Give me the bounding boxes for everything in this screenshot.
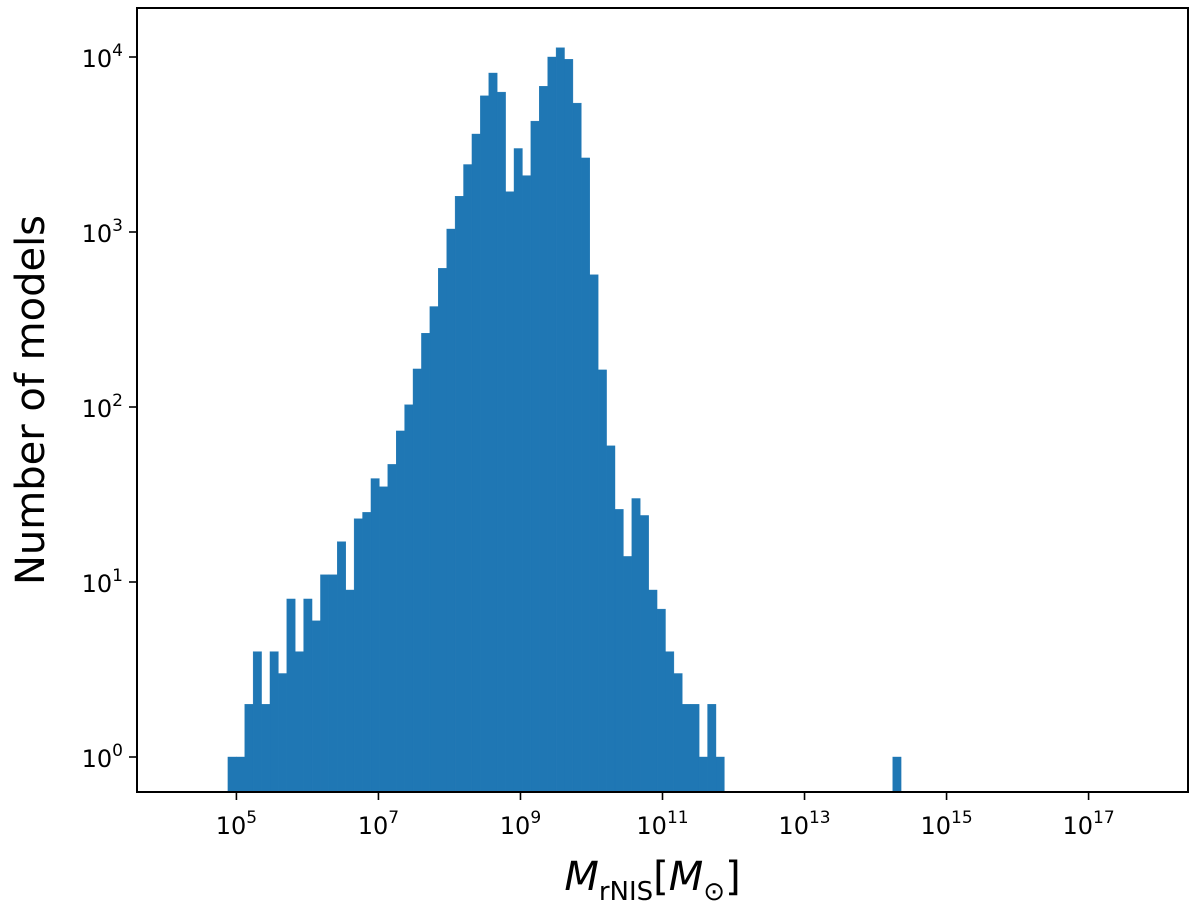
histogram-bar: [496, 91, 506, 793]
histogram-bar: [362, 512, 372, 793]
histogram-bar: [328, 574, 338, 793]
histogram-bar: [278, 673, 288, 793]
y-tick-label: 104: [82, 41, 123, 73]
x-label-unit-subscript: ⊙: [703, 877, 725, 904]
y-tick-label: 100: [82, 741, 123, 773]
histogram-bar: [572, 102, 582, 793]
histogram-bar: [295, 651, 304, 793]
x-axis-label: MrNIS[M⊙]: [564, 854, 740, 904]
histogram-bar: [480, 95, 489, 793]
y-axis-label: Number of models: [8, 215, 54, 585]
x-axis-ticks: 105 107 109 1011 1013 1015 1017: [216, 792, 1115, 840]
histogram-bar: [530, 120, 540, 793]
histogram-bar: [648, 589, 658, 793]
histogram-bar: [597, 369, 607, 793]
histogram-bar: [471, 133, 481, 793]
histogram-bar: [446, 228, 456, 793]
histogram-bar: [269, 651, 279, 793]
histogram-bar: [303, 598, 313, 793]
histogram-bar: [311, 620, 321, 793]
histogram-bar: [463, 164, 473, 793]
histogram-bar: [564, 59, 574, 793]
histogram-bar: [555, 47, 565, 793]
histogram-bar: [429, 306, 439, 793]
histogram-bar: [631, 498, 641, 793]
histogram-bar: [589, 274, 599, 793]
histogram-bar: [404, 404, 414, 793]
histogram-bar: [892, 756, 902, 793]
histogram-bar: [261, 704, 271, 793]
histogram-bar: [412, 368, 422, 793]
histogram-bar: [454, 196, 464, 793]
histogram-bar: [665, 651, 675, 793]
histogram-bar: [236, 756, 245, 793]
histogram-bar: [252, 651, 262, 793]
histogram-bar: [581, 157, 590, 793]
histogram-bar: [227, 756, 237, 793]
x-tick-label: 1017: [1062, 808, 1114, 840]
x-label-symbol: M: [564, 854, 599, 900]
y-axis-ticks: 100 101 102 103 104: [82, 41, 137, 773]
histogram-bar: [488, 72, 498, 793]
histogram-bar: [640, 515, 649, 793]
x-tick-label: 109: [500, 808, 541, 840]
x-label-unit-symbol: M: [669, 854, 704, 900]
histogram-bar: [513, 148, 523, 793]
histogram-bar: [656, 608, 666, 793]
histogram-bar: [345, 589, 355, 793]
bars-group: [227, 47, 902, 793]
histogram-bar: [353, 518, 363, 793]
histogram-bar: [379, 486, 388, 793]
x-tick-label: 107: [358, 808, 399, 840]
histogram-bar: [682, 704, 691, 793]
histogram-bar: [623, 556, 633, 793]
histogram-bar: [320, 574, 330, 793]
histogram-bar: [614, 509, 624, 793]
x-label-close-bracket: ]: [725, 854, 741, 900]
histogram-bar: [715, 756, 725, 793]
histogram-bar: [286, 598, 296, 793]
y-tick-label: 102: [82, 391, 123, 423]
histogram-bar: [547, 56, 557, 793]
histogram-bar: [337, 541, 346, 793]
histogram-bar: [387, 464, 397, 793]
histogram-bar: [690, 704, 700, 793]
histogram-bar: [707, 704, 717, 793]
histogram-bar: [421, 333, 431, 793]
histogram-bar: [606, 445, 616, 793]
histogram-bar: [438, 268, 447, 793]
x-tick-label: 105: [216, 808, 257, 840]
x-label-open-bracket: [: [653, 854, 669, 900]
y-tick-label: 103: [82, 216, 123, 248]
histogram-bar: [522, 175, 532, 793]
x-tick-label: 1013: [778, 808, 830, 840]
y-tick-label: 101: [82, 566, 123, 598]
histogram-bar: [698, 756, 708, 793]
x-tick-label: 1011: [636, 808, 688, 840]
histogram-bar: [244, 704, 254, 793]
histogram-bar: [539, 86, 548, 793]
x-label-subscript: rNIS: [599, 877, 653, 904]
x-tick-label: 1015: [920, 808, 972, 840]
histogram-bar: [370, 478, 380, 793]
histogram-bar: [505, 191, 515, 793]
histogram-bar: [396, 430, 405, 793]
histogram-bar: [673, 673, 683, 793]
